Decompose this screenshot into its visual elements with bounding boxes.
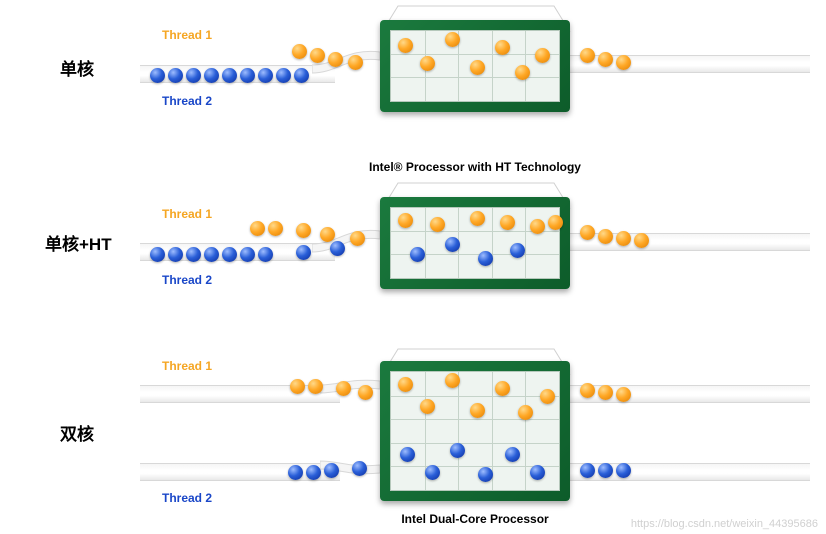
row-dual-core: Thread 1 Thread 2 — [0, 355, 826, 515]
thread2-ball — [204, 247, 219, 262]
thread1-ball — [290, 379, 305, 394]
thread1-ball — [470, 60, 485, 75]
thread2-ball — [425, 465, 440, 480]
thread1-ball — [470, 403, 485, 418]
thread1-ball — [250, 221, 265, 236]
thread2-ball — [288, 465, 303, 480]
thread1-ball — [398, 38, 413, 53]
thread2-ball — [330, 241, 345, 256]
thread2-ball — [150, 247, 165, 262]
thread2-ball — [530, 465, 545, 480]
thread2-ball — [450, 443, 465, 458]
watermark: https://blog.csdn.net/weixin_44395686 — [631, 518, 818, 530]
thread2-ball — [258, 68, 273, 83]
thread2-ball — [294, 68, 309, 83]
thread1-ball — [310, 48, 325, 63]
thread2-ball — [222, 247, 237, 262]
thread2-ball — [240, 247, 255, 262]
thread2-ball — [352, 461, 367, 476]
thread2-ball — [168, 68, 183, 83]
thread1-ball — [495, 40, 510, 55]
thread2-ball — [510, 243, 525, 258]
thread1-ball — [500, 215, 515, 230]
thread2-ball — [240, 68, 255, 83]
thread2-ball — [400, 447, 415, 462]
thread1-ball — [420, 56, 435, 71]
thread1-ball — [548, 215, 563, 230]
thread2-ball — [168, 247, 183, 262]
thread2-ball — [478, 467, 493, 482]
title-ht: Intel® Processor with HT Technology — [355, 160, 595, 174]
thread1-ball — [292, 44, 307, 59]
balls-r1 — [0, 10, 826, 120]
balls-r3 — [0, 355, 826, 515]
thread1-ball — [616, 387, 631, 402]
thread2-ball — [296, 245, 311, 260]
thread1-ball — [328, 52, 343, 67]
thread2-ball — [598, 463, 613, 478]
thread1-ball — [616, 55, 631, 70]
thread1-ball — [580, 48, 595, 63]
thread1-ball — [398, 213, 413, 228]
thread1-ball — [598, 385, 613, 400]
thread2-ball — [580, 463, 595, 478]
thread2-ball — [306, 465, 321, 480]
thread1-ball — [518, 405, 533, 420]
row1-label: 单核 — [60, 55, 94, 80]
thread1-ball — [350, 231, 365, 246]
thread1-ball — [535, 48, 550, 63]
thread1-ball — [445, 32, 460, 47]
thread1-ball — [616, 231, 631, 246]
thread1-ball — [515, 65, 530, 80]
thread1-ball — [420, 399, 435, 414]
thread2-ball — [222, 68, 237, 83]
thread1-ball — [598, 52, 613, 67]
thread2-ball — [258, 247, 273, 262]
thread1-ball — [336, 381, 351, 396]
thread2-ball — [505, 447, 520, 462]
thread2-ball — [410, 247, 425, 262]
thread2-ball — [186, 68, 201, 83]
thread1-ball — [308, 379, 323, 394]
thread2-ball — [186, 247, 201, 262]
row3-label: 双核 — [60, 420, 94, 445]
thread1-ball — [268, 221, 283, 236]
thread1-ball — [296, 223, 311, 238]
thread2-ball — [150, 68, 165, 83]
thread1-ball — [540, 389, 555, 404]
row2-label: 单核+HT — [45, 230, 112, 255]
thread1-ball — [495, 381, 510, 396]
thread2-ball — [324, 463, 339, 478]
thread2-ball — [445, 237, 460, 252]
thread1-ball — [445, 373, 460, 388]
row-single-core-ht: Thread 1 Thread 2 — [0, 185, 826, 295]
thread1-ball — [530, 219, 545, 234]
thread1-ball — [580, 225, 595, 240]
thread2-ball — [478, 251, 493, 266]
thread1-ball — [598, 229, 613, 244]
thread1-ball — [320, 227, 335, 242]
thread2-ball — [616, 463, 631, 478]
thread1-ball — [358, 385, 373, 400]
thread2-ball — [204, 68, 219, 83]
balls-r2 — [0, 185, 826, 295]
row-single-core: Thread 1 Thread 2 — [0, 10, 826, 120]
thread2-ball — [276, 68, 291, 83]
thread1-ball — [348, 55, 363, 70]
thread1-ball — [634, 233, 649, 248]
thread1-ball — [580, 383, 595, 398]
title-dual: Intel Dual-Core Processor — [380, 512, 570, 526]
thread1-ball — [430, 217, 445, 232]
thread1-ball — [470, 211, 485, 226]
thread1-ball — [398, 377, 413, 392]
